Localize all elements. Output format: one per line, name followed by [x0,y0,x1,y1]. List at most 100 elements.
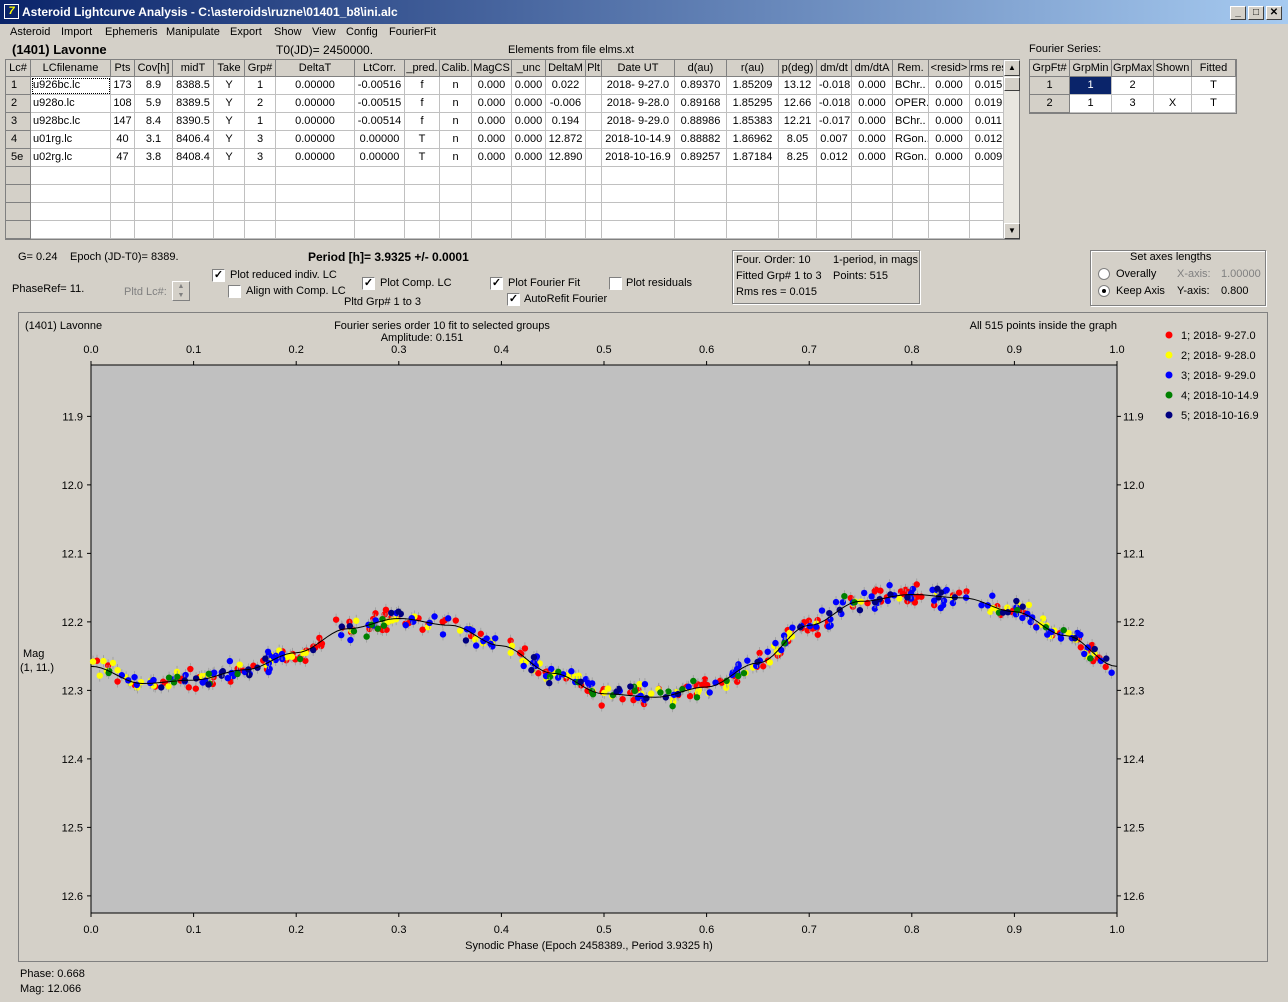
table-cell[interactable] [214,185,245,203]
table-cell[interactable] [727,239,779,240]
table-cell[interactable] [472,185,512,203]
table-cell[interactable]: T [405,131,440,149]
table-cell[interactable]: 1 [245,77,276,95]
table-cell[interactable]: 0.000 [852,149,893,167]
table-cell[interactable] [586,221,602,239]
row-header[interactable]: 1 [6,77,31,95]
minimize-button[interactable]: _ [1230,6,1246,20]
column-header[interactable]: _unc [512,60,546,77]
table-cell[interactable] [586,77,602,95]
table-cell[interactable]: 0.000 [852,77,893,95]
table-cell[interactable]: 3.1 [135,131,173,149]
row-header[interactable] [6,167,31,185]
table-cell[interactable]: 2018- 9-28.0 [602,95,675,113]
scroll-down-icon[interactable]: ▼ [1004,223,1020,239]
table-cell[interactable]: 173 [111,77,135,95]
lightcurve-chart[interactable]: (1401) Lavonne Fourier series order 10 fi… [19,313,1269,963]
table-cell[interactable] [893,239,929,240]
table-cell[interactable] [817,221,852,239]
column-header[interactable]: Plt [586,60,602,77]
table-cell[interactable] [405,221,440,239]
table-cell[interactable]: T [405,149,440,167]
table-cell[interactable] [440,203,472,221]
align-comp-checkbox[interactable] [228,285,241,298]
column-header[interactable]: Grp# [245,60,276,77]
table-cell[interactable]: 0.000 [512,95,546,113]
table-cell[interactable] [472,167,512,185]
table-cell[interactable]: 0.000 [929,95,970,113]
table-cell[interactable]: Y [214,113,245,131]
table-cell[interactable]: n [440,77,472,95]
table-cell[interactable]: n [440,113,472,131]
table-cell[interactable]: 0.000 [472,77,512,95]
table-cell[interactable]: 13.12 [779,77,817,95]
table-cell[interactable] [440,185,472,203]
table-cell[interactable]: 0.00000 [355,131,405,149]
table-cell[interactable] [727,203,779,221]
table-cell[interactable]: 5.9 [135,95,173,113]
table-cell[interactable] [893,203,929,221]
table-cell[interactable]: 0.00000 [276,113,355,131]
fourier-cell[interactable]: 3 [1112,95,1154,113]
table-cell[interactable] [31,239,111,240]
table-cell[interactable]: 2018- 9-27.0 [602,77,675,95]
table-cell[interactable] [893,167,929,185]
table-cell[interactable]: 147 [111,113,135,131]
row-header[interactable] [6,203,31,221]
close-button[interactable]: ✕ [1266,6,1282,20]
fourier-row-header[interactable]: 1 [1030,77,1070,95]
table-cell[interactable] [31,221,111,239]
fourier-column-header[interactable]: Fitted [1192,60,1236,77]
table-cell[interactable] [852,221,893,239]
table-cell[interactable] [852,239,893,240]
table-cell[interactable]: 0.000 [852,95,893,113]
column-header[interactable]: p(deg) [779,60,817,77]
scroll-thumb[interactable] [1004,77,1020,91]
table-cell[interactable]: 1.86962 [727,131,779,149]
table-cell[interactable]: 0.194 [546,113,586,131]
table-cell[interactable]: n [440,149,472,167]
table-cell[interactable] [355,167,405,185]
table-cell[interactable] [893,221,929,239]
row-header[interactable] [6,239,31,240]
table-cell[interactable]: 8388.5 [173,77,214,95]
column-header[interactable]: d(au) [675,60,727,77]
overally-radio[interactable] [1098,268,1110,280]
table-cell[interactable] [405,203,440,221]
fourier-cell[interactable]: T [1192,95,1236,113]
table-cell[interactable] [546,185,586,203]
table-cell[interactable] [245,167,276,185]
table-cell[interactable] [276,185,355,203]
table-cell[interactable] [111,203,135,221]
table-cell[interactable] [929,167,970,185]
table-cell[interactable] [779,203,817,221]
table-cell[interactable] [586,95,602,113]
row-header[interactable] [6,185,31,203]
table-cell[interactable] [817,239,852,240]
table-cell[interactable]: Y [214,95,245,113]
table-cell[interactable] [135,221,173,239]
table-cell[interactable] [512,239,546,240]
table-cell[interactable]: 40 [111,131,135,149]
table-cell[interactable] [214,221,245,239]
table-cell[interactable]: 8.05 [779,131,817,149]
table-cell[interactable] [727,185,779,203]
table-cell[interactable]: 0.000 [929,131,970,149]
autorefit-checkbox[interactable]: ✓ [507,293,520,306]
table-cell[interactable]: 0.000 [472,95,512,113]
column-header[interactable]: dm/dt [817,60,852,77]
table-cell[interactable]: -0.00514 [355,113,405,131]
table-cell[interactable] [512,167,546,185]
table-cell[interactable]: 0.00000 [276,77,355,95]
table-cell[interactable] [586,185,602,203]
column-header[interactable]: Cov[h] [135,60,173,77]
column-header[interactable]: Rem. [893,60,929,77]
fourier-cell[interactable]: X [1154,95,1192,113]
table-cell[interactable]: n [440,95,472,113]
table-cell[interactable] [817,203,852,221]
table-cell[interactable]: 12.21 [779,113,817,131]
table-cell[interactable] [929,203,970,221]
table-cell[interactable]: 8.25 [779,149,817,167]
table-cell[interactable]: 8408.4 [173,149,214,167]
table-cell[interactable]: -0.00516 [355,77,405,95]
